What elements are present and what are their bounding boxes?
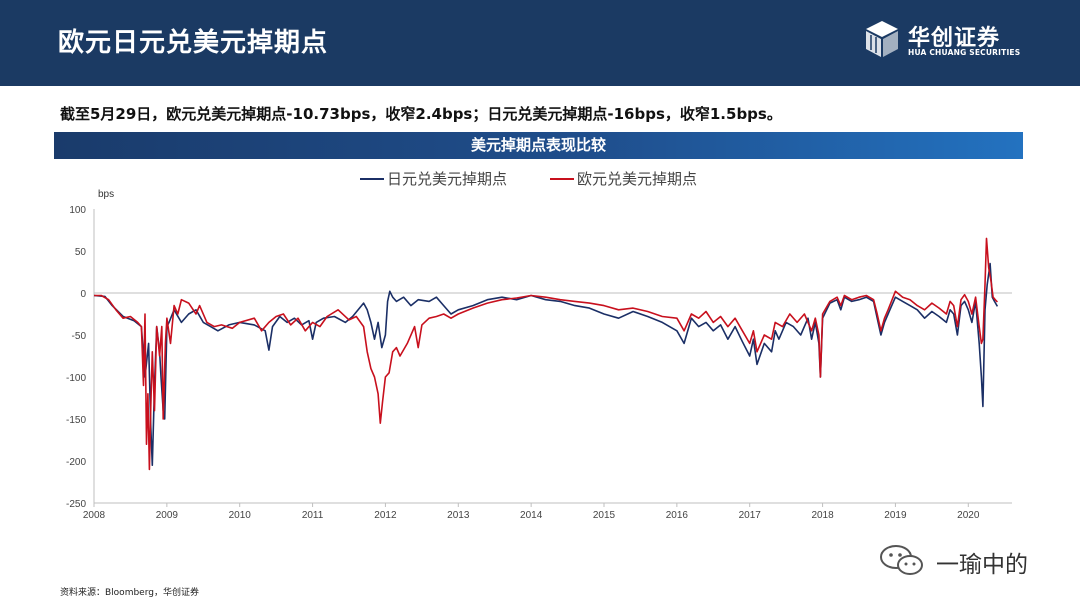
header-bar: 欧元日元兑美元掉期点 华创证券 HUA CHUANG SECURITIES <box>0 0 1080 86</box>
x-tick-label: 2019 <box>884 510 907 521</box>
y-tick-label: -100 <box>66 373 86 384</box>
y-tick-label: -150 <box>66 415 86 426</box>
legend-item-jpy-label: 日元兑美元掉期点 <box>387 170 507 188</box>
wechat-watermark: 一瑜中的 <box>878 543 1058 579</box>
chart-title-banner: 美元掉期点表现比较 <box>54 132 1023 159</box>
x-tick-label: 2013 <box>447 510 470 521</box>
x-tick-label: 2011 <box>302 510 324 521</box>
x-tick-label: 2020 <box>957 510 980 521</box>
legend-item-eur-label: 欧元兑美元掉期点 <box>577 170 697 188</box>
x-tick-label: 2008 <box>83 510 106 521</box>
series-line-eur <box>94 237 998 471</box>
source-note: 资料来源：Bloomberg，华创证券 <box>60 588 199 598</box>
x-tick-label: 2016 <box>666 510 689 521</box>
x-tick-label: 2014 <box>520 510 543 521</box>
logo-cube-icon <box>866 21 898 57</box>
x-tick-label: 2018 <box>811 510 834 521</box>
series-line-jpy <box>93 262 999 466</box>
x-tick-label: 2017 <box>739 510 762 521</box>
logo-english-name: HUA CHUANG SECURITIES <box>908 48 1021 57</box>
x-tick-label: 2009 <box>156 510 179 521</box>
company-logo: 华创证券 HUA CHUANG SECURITIES <box>862 19 1062 63</box>
page-title: 欧元日元兑美元掉期点 <box>58 28 329 58</box>
y-tick-label: 50 <box>75 247 87 258</box>
y-axis-label: bps <box>98 189 114 200</box>
x-tick-label: 2012 <box>374 510 397 521</box>
logo-chinese-name: 华创证券 <box>908 26 1001 51</box>
y-tick-label: 100 <box>69 205 86 216</box>
wechat-icon <box>880 545 923 575</box>
y-tick-label: -200 <box>66 457 86 468</box>
y-tick-label: -250 <box>66 499 86 510</box>
y-tick-label: 0 <box>80 289 86 300</box>
summary-text: 截至5月29日，欧元兑美元掉期点-10.73bps，收窄2.4bps；日元兑美元… <box>60 105 782 123</box>
watermark-text: 一瑜中的 <box>936 552 1028 578</box>
x-tick-label: 2010 <box>229 510 252 521</box>
x-tick-label: 2015 <box>593 510 616 521</box>
y-tick-label: -50 <box>72 331 87 342</box>
